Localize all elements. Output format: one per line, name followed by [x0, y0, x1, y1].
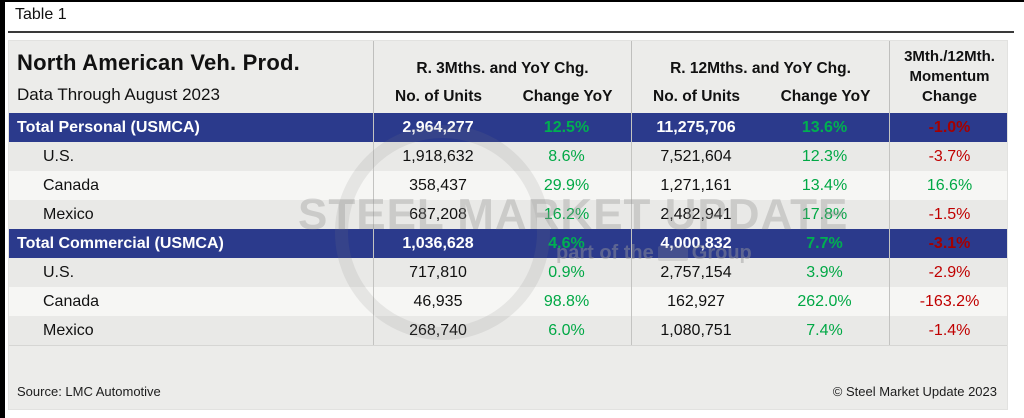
- change-12m-value: 13.6%: [801, 118, 848, 136]
- change-12m-value: 7.7%: [806, 234, 843, 252]
- screenshot-left-border: [0, 0, 5, 418]
- momentum-value: 16.6%: [889, 171, 1009, 200]
- row-label: U.S.: [43, 147, 75, 165]
- units-3m-value: 717,810: [373, 258, 502, 287]
- group2-units-header: No. of Units: [653, 88, 740, 105]
- table-row-personal-canada: Canada 358,437 29.9% 1,271,161 13.4% 16.…: [9, 171, 1007, 200]
- table-subtitle: Data Through August 2023: [17, 85, 220, 104]
- row-label: Canada: [43, 176, 100, 194]
- table-row-commercial-canada: Canada 46,935 98.8% 162,927 262.0% -163.…: [9, 287, 1007, 316]
- change-12m-value: 13.4%: [801, 176, 848, 194]
- change-12m-value: 3.9%: [806, 263, 843, 281]
- table-number-label: Table 1: [15, 6, 67, 23]
- source-note: Source: LMC Automotive: [17, 384, 161, 399]
- momentum-value: -3.1%: [889, 229, 1009, 258]
- change-12m-value: 7.4%: [806, 321, 843, 339]
- group2-label: R. 12Mths. and YoY Chg.: [670, 60, 851, 77]
- units-12m-value: 2,482,941: [631, 200, 760, 229]
- momentum-value: -1.4%: [889, 316, 1009, 345]
- table-row-commercial-us: U.S. 717,810 0.9% 2,757,154 3.9% -2.9%: [9, 258, 1007, 287]
- units-3m-value: 358,437: [373, 171, 502, 200]
- vehicle-production-table: North American Veh. Prod. Data Through A…: [8, 40, 1008, 410]
- row-label: U.S.: [43, 263, 75, 281]
- units-12m-value: 1,271,161: [631, 171, 760, 200]
- units-12m-value: 11,275,706: [631, 113, 760, 142]
- change-3m-value: 29.9%: [543, 176, 590, 194]
- units-3m-value: 1,036,628: [373, 229, 502, 258]
- screenshot-top-border: [0, 0, 1024, 2]
- momentum-value: -2.9%: [889, 258, 1009, 287]
- momentum-value: -163.2%: [889, 287, 1009, 316]
- momentum-value: -3.7%: [889, 142, 1009, 171]
- table-row-commercial-mexico: Mexico 268,740 6.0% 1,080,751 7.4% -1.4%: [9, 316, 1007, 345]
- table-row-total-commercial: Total Commercial (USMCA) 1,036,628 4.6% …: [9, 229, 1007, 258]
- units-3m-value: 1,918,632: [373, 142, 502, 171]
- table-row-total-personal: Total Personal (USMCA) 2,964,277 12.5% 1…: [9, 113, 1007, 142]
- column-group-3months: R. 3Mths. and YoY Chg. No. of Units Chan…: [373, 41, 631, 113]
- copyright-note: © Steel Market Update 2023: [832, 384, 997, 399]
- momentum-value: -1.5%: [889, 200, 1009, 229]
- change-3m-value: 98.8%: [543, 292, 590, 310]
- units-12m-value: 2,757,154: [631, 258, 760, 287]
- units-3m-value: 268,740: [373, 316, 502, 345]
- units-3m-value: 46,935: [373, 287, 502, 316]
- title-divider-rule: [8, 31, 1014, 33]
- group2-change-header: Change YoY: [780, 88, 871, 105]
- table-row-personal-mexico: Mexico 687,208 16.2% 2,482,941 17.8% -1.…: [9, 200, 1007, 229]
- table-body: Total Personal (USMCA) 2,964,277 12.5% 1…: [9, 113, 1007, 346]
- group1-label: R. 3Mths. and YoY Chg.: [416, 60, 589, 77]
- change-3m-value: 8.6%: [548, 147, 585, 165]
- table-title-cell: North American Veh. Prod. Data Through A…: [9, 41, 373, 113]
- units-12m-value: 7,521,604: [631, 142, 760, 171]
- momentum-column-header: 3Mth./12Mth. Momentum Change: [889, 41, 1009, 113]
- change-3m-value: 16.2%: [543, 205, 590, 223]
- table-title: North American Veh. Prod.: [17, 50, 300, 75]
- change-3m-value: 6.0%: [548, 321, 585, 339]
- row-label: Total Commercial (USMCA): [17, 234, 224, 252]
- units-3m-value: 687,208: [373, 200, 502, 229]
- table-header: North American Veh. Prod. Data Through A…: [9, 41, 1007, 113]
- row-label: Total Personal (USMCA): [17, 118, 200, 136]
- row-label: Canada: [43, 292, 100, 310]
- group1-change-header: Change YoY: [522, 88, 613, 105]
- table-row-personal-us: U.S. 1,918,632 8.6% 7,521,604 12.3% -3.7…: [9, 142, 1007, 171]
- change-12m-value: 262.0%: [797, 292, 852, 310]
- change-12m-value: 12.3%: [801, 147, 848, 165]
- change-3m-value: 12.5%: [543, 118, 590, 136]
- units-12m-value: 1,080,751: [631, 316, 760, 345]
- group1-units-header: No. of Units: [395, 88, 482, 105]
- change-3m-value: 4.6%: [548, 234, 585, 252]
- units-12m-value: 4,000,832: [631, 229, 760, 258]
- units-12m-value: 162,927: [631, 287, 760, 316]
- units-3m-value: 2,964,277: [373, 113, 502, 142]
- row-label: Mexico: [43, 205, 94, 223]
- change-12m-value: 17.8%: [801, 205, 848, 223]
- column-group-12months: R. 12Mths. and YoY Chg. No. of Units Cha…: [631, 41, 889, 113]
- momentum-value: -1.0%: [889, 113, 1009, 142]
- row-label: Mexico: [43, 321, 94, 339]
- change-3m-value: 0.9%: [548, 263, 585, 281]
